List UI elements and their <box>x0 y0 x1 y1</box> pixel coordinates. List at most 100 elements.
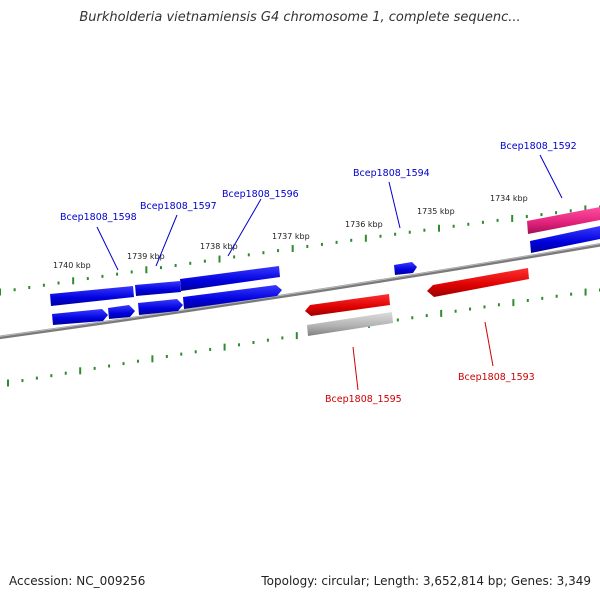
scale-minor-tick <box>233 255 236 259</box>
scale-minor-tick <box>21 379 24 383</box>
scale-minor-tick <box>203 259 206 263</box>
scale-minor-tick <box>247 253 250 257</box>
gene-label-1597[interactable]: Bcep1808_1597 <box>140 201 217 212</box>
scale-minor-tick <box>525 215 528 219</box>
scale-minor-tick <box>454 309 457 313</box>
scale-minor-tick <box>101 274 104 278</box>
gene-arrow[interactable] <box>108 305 135 319</box>
scale-minor-tick <box>452 224 455 228</box>
scale-minor-tick <box>306 244 309 248</box>
gene-arrow[interactable] <box>52 309 108 325</box>
scale-minor-tick <box>136 359 139 363</box>
scale-minor-tick <box>116 272 119 276</box>
scale-minor-tick <box>238 343 241 347</box>
scale-minor-tick <box>555 294 558 298</box>
scale-label-1739: 1739 kbp <box>127 252 165 261</box>
gene-label-1592[interactable]: Bcep1808_1592 <box>500 141 577 152</box>
scale-minor-tick <box>93 366 96 370</box>
plus-strand-genes <box>50 207 600 306</box>
scale-minor-tick <box>483 305 486 309</box>
scale-minor-tick <box>497 303 500 307</box>
gene-labels: Bcep1808_1598 Bcep1808_1597 Bcep1808_159… <box>60 141 577 405</box>
rna-gene-arrow[interactable] <box>527 207 600 234</box>
scale-minor-tick <box>425 314 428 318</box>
plus-strand-genes-row2 <box>52 226 600 325</box>
gene-label-1598[interactable]: Bcep1808_1598 <box>60 212 137 223</box>
gene-arrow[interactable] <box>305 294 390 316</box>
upper-scale-ring <box>0 205 600 296</box>
gene-arrow[interactable] <box>394 262 417 275</box>
gene-arrow[interactable] <box>427 268 529 297</box>
scale-minor-tick <box>396 318 399 322</box>
chromosome-backbone-highlight <box>0 243 600 337</box>
scale-minor-tick <box>496 218 499 222</box>
gene-label-1593[interactable]: Bcep1808_1593 <box>458 372 535 383</box>
scale-minor-tick <box>262 251 265 255</box>
scale-minor-tick <box>570 292 573 296</box>
scale-minor-tick <box>13 288 16 292</box>
scale-minor-tick <box>277 249 280 253</box>
scale-minor-tick <box>194 350 197 354</box>
scale-minor-tick <box>266 338 269 342</box>
gene-label-1594[interactable]: Bcep1808_1594 <box>353 168 430 179</box>
scale-label-1740: 1740 kbp <box>53 261 91 270</box>
scale-minor-tick <box>394 232 397 236</box>
scale-minor-tick <box>174 263 177 267</box>
scale-minor-tick <box>86 277 89 281</box>
scale-label-1736: 1736 kbp <box>345 220 383 229</box>
gene-arrow[interactable] <box>138 299 183 315</box>
pseudo-gene-arrow[interactable] <box>307 312 393 336</box>
gene-arrow[interactable] <box>135 281 181 296</box>
scale-minor-tick <box>526 298 529 302</box>
scale-minor-tick <box>467 222 470 226</box>
scale-minor-tick <box>350 238 353 242</box>
scale-minor-tick <box>35 376 38 380</box>
gene-label-1595[interactable]: Bcep1808_1595 <box>325 394 402 405</box>
gene-arrow[interactable] <box>180 266 280 291</box>
scale-minor-tick <box>28 285 31 289</box>
label-leaders <box>96 154 563 391</box>
scale-minor-tick <box>209 347 212 351</box>
chromosome-backbone <box>0 243 600 340</box>
lower-scale-ring <box>7 288 600 387</box>
scale-minor-tick <box>42 283 45 287</box>
scale-minor-tick <box>540 213 543 217</box>
scale-minor-tick <box>379 234 382 238</box>
scale-minor-tick <box>320 242 323 246</box>
scale-minor-tick <box>541 296 544 300</box>
scale-minor-tick <box>122 362 125 366</box>
accession-text: Accession: NC_009256 <box>9 574 146 588</box>
scale-minor-tick <box>423 228 426 232</box>
scale-minor-tick <box>252 340 255 344</box>
gene-arrow[interactable] <box>50 286 134 306</box>
scale-label-1734: 1734 kbp <box>490 194 528 203</box>
scale-minor-tick <box>50 374 53 378</box>
scale-minor-tick <box>469 307 472 311</box>
minus-strand-genes <box>305 268 529 336</box>
scale-label-1738: 1738 kbp <box>200 242 238 251</box>
scale-minor-tick <box>165 354 168 358</box>
gene-arrow[interactable] <box>183 285 282 309</box>
gene-arrow[interactable] <box>530 226 600 253</box>
scale-minor-tick <box>108 364 111 368</box>
genome-summary-text: Topology: circular; Length: 3,652,814 bp… <box>261 574 591 588</box>
scale-minor-tick <box>159 266 162 270</box>
scale-minor-tick <box>180 352 183 356</box>
scale-minor-tick <box>555 211 558 215</box>
scale-minor-tick <box>481 220 484 224</box>
scale-minor-tick <box>189 261 192 265</box>
scale-minor-tick <box>130 270 133 274</box>
scale-labels: 1740 kbp 1739 kbp 1738 kbp 1737 kbp 1736… <box>53 194 528 270</box>
scale-label-1735: 1735 kbp <box>417 207 455 216</box>
gene-label-1596[interactable]: Bcep1808_1596 <box>222 189 299 200</box>
scale-minor-tick <box>569 209 572 213</box>
scale-minor-tick <box>335 240 338 244</box>
scale-minor-tick <box>411 316 414 320</box>
scale-minor-tick <box>408 230 411 234</box>
scale-minor-tick <box>57 281 60 285</box>
scale-minor-tick <box>281 336 284 340</box>
scale-minor-tick <box>64 371 67 375</box>
scale-label-1737: 1737 kbp <box>272 232 310 241</box>
map-title: Burkholderia vietnamiensis G4 chromosome… <box>79 10 521 25</box>
